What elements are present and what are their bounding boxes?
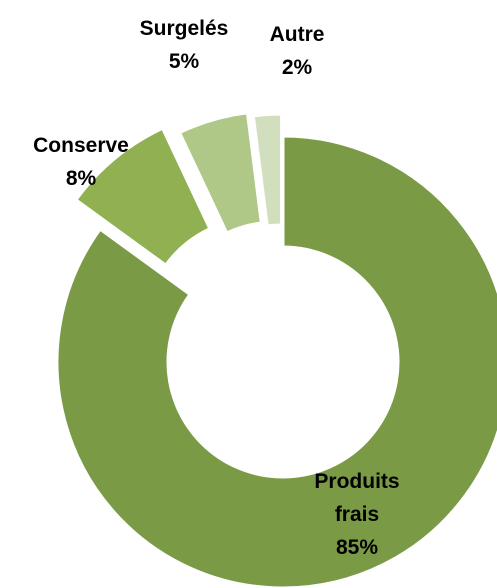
slice-category-label: Produits: [314, 470, 399, 493]
slice-value-label: 8%: [66, 167, 97, 190]
slice-category-label: Surgelés: [140, 17, 229, 40]
slice-label-autre: Autre 2%: [270, 23, 325, 79]
slice-category-label: Autre: [270, 23, 325, 46]
slice-value-label: 85%: [336, 536, 378, 559]
slice-value-label: 5%: [169, 50, 200, 73]
slice-value-label: 2%: [282, 56, 313, 79]
slice-label-surgeles: Surgelés 5%: [140, 17, 229, 73]
slices-group: [57, 113, 497, 588]
slice-category-label: frais: [335, 503, 379, 526]
slice-category-label: Conserve: [33, 134, 129, 157]
